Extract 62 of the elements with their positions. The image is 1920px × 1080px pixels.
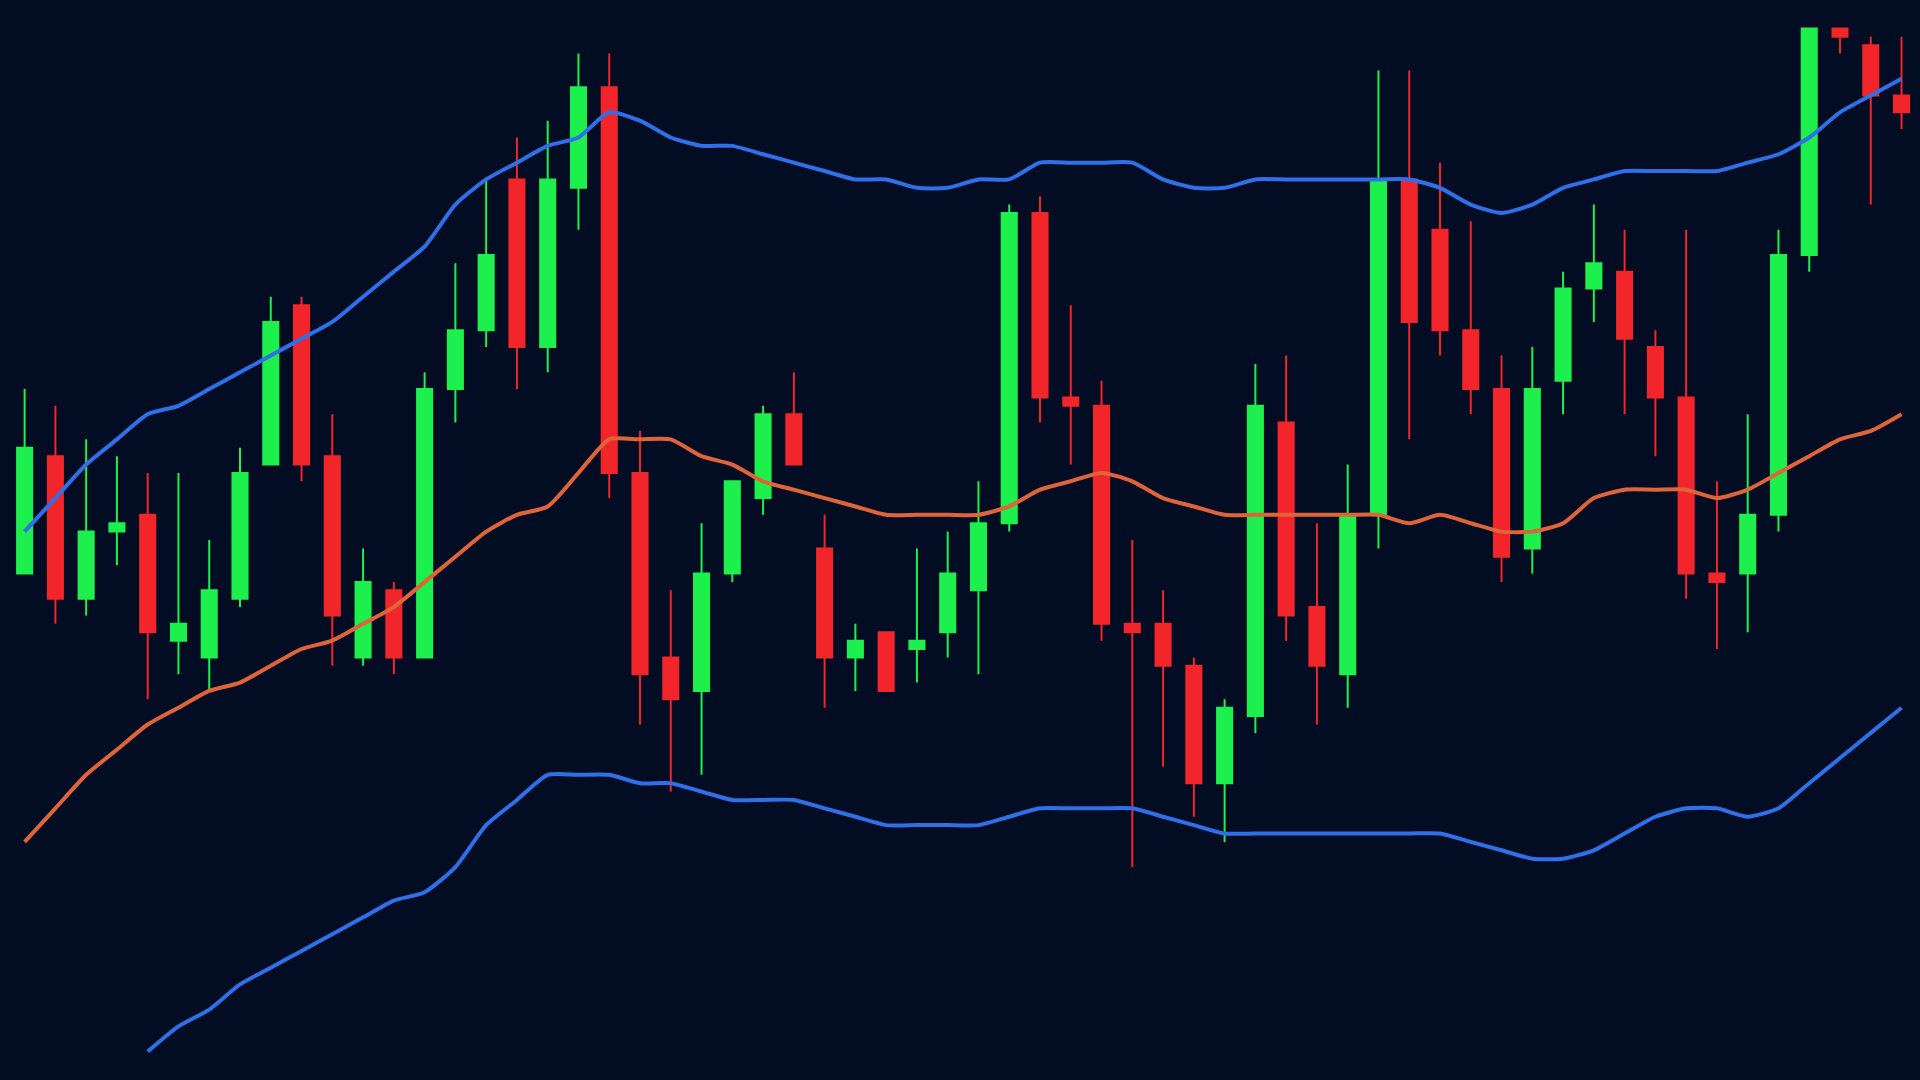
candlestick [16,388,34,575]
candlestick [1185,656,1203,818]
candlestick [631,429,649,726]
candlestick [1831,27,1849,55]
candlestick [354,547,372,667]
candlestick [1000,203,1018,533]
candlestick [569,52,587,231]
candlestick [169,471,187,676]
candlestick [662,589,680,793]
candlestick [1431,161,1449,357]
candlestick [846,622,864,692]
candlestick [1093,379,1111,642]
candlestick [1862,35,1880,206]
candlestick [693,522,711,776]
candlestick [939,530,957,659]
candlestick [1462,220,1480,416]
candlestick [1123,539,1141,869]
candlestick [1523,346,1541,575]
candlestick [1708,480,1726,651]
candlestick [1216,698,1234,843]
candlestick [1493,354,1511,583]
candlestick [139,471,157,701]
candlestick [754,404,772,516]
candlestick [969,480,987,676]
candlestick [323,413,341,667]
candlestick [723,480,741,583]
candlestick [231,446,249,609]
candlestick [816,513,834,709]
candlestick [293,295,311,483]
candlestick [539,119,557,374]
candlestick [1677,228,1695,600]
candlestick [1369,69,1387,550]
candlestick [1893,35,1911,131]
candlestick [908,547,926,684]
candlestick [785,371,803,466]
candlestick [477,178,495,349]
candlestick [416,371,434,659]
candlestick [877,631,895,692]
candlestick [1277,354,1295,642]
candlestick [446,262,464,424]
candlestick [1246,362,1264,734]
candlestick [1646,329,1664,458]
candlestick [1154,589,1172,768]
candlestick [77,438,95,617]
candlestick [200,539,218,692]
candlestick [1031,195,1049,424]
candlestick [600,52,618,500]
candlestick [108,455,126,567]
candlestick [508,136,526,391]
candlestick [385,580,403,676]
candlestick [46,404,64,625]
candlestick [1400,69,1418,441]
candlestick [1062,304,1080,466]
candlestick [1616,228,1634,416]
candlestick [262,295,280,466]
candlestick [1339,463,1357,709]
candlestick [1308,522,1326,726]
candlestick [1554,270,1572,416]
candlestick [1769,228,1787,533]
candlestick [1739,413,1757,634]
candlestick [1585,203,1603,323]
candlestick [1800,27,1818,273]
